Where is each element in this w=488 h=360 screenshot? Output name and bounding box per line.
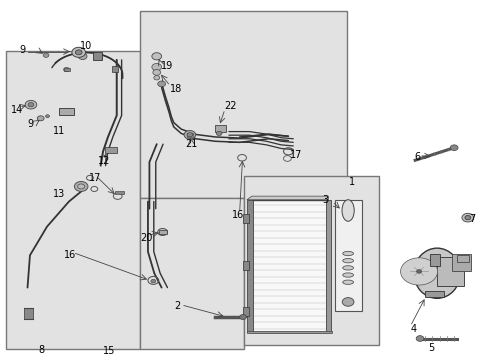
Bar (243, 261, 248, 270)
Bar (93, 52, 102, 60)
Circle shape (409, 265, 427, 278)
Circle shape (153, 69, 160, 75)
Circle shape (75, 50, 82, 55)
Text: 11: 11 (53, 126, 65, 135)
Circle shape (152, 63, 161, 71)
Bar (243, 307, 248, 316)
Ellipse shape (341, 200, 353, 221)
Bar (115, 192, 124, 194)
Circle shape (78, 53, 87, 59)
Circle shape (78, 184, 84, 189)
Text: 19: 19 (160, 61, 173, 71)
Text: 3: 3 (322, 195, 328, 205)
Circle shape (415, 336, 423, 341)
Text: 10: 10 (80, 41, 92, 50)
Ellipse shape (342, 251, 353, 256)
Bar (104, 147, 117, 153)
Text: 12: 12 (98, 156, 110, 166)
Bar (451, 253, 470, 271)
Circle shape (405, 261, 432, 282)
Bar (246, 330, 331, 333)
Text: 2: 2 (173, 301, 180, 311)
Text: 22: 22 (224, 101, 236, 111)
Ellipse shape (413, 248, 459, 298)
Circle shape (216, 131, 222, 135)
Bar (64, 68, 70, 71)
Bar (326, 200, 330, 332)
Circle shape (186, 133, 192, 137)
Text: 1: 1 (348, 177, 354, 187)
Circle shape (74, 181, 88, 192)
Circle shape (183, 131, 195, 139)
Circle shape (400, 258, 437, 285)
Bar (140, 12, 346, 198)
Text: 9: 9 (27, 120, 34, 129)
Circle shape (152, 53, 161, 60)
Circle shape (43, 53, 49, 57)
Bar (5, 51, 140, 348)
Text: 14: 14 (11, 105, 23, 115)
Text: 7: 7 (468, 214, 474, 224)
Ellipse shape (342, 273, 353, 277)
Bar (246, 200, 253, 332)
Text: 9: 9 (19, 45, 25, 55)
Circle shape (63, 67, 69, 72)
Ellipse shape (342, 280, 353, 284)
Bar (429, 253, 439, 266)
Text: 20: 20 (141, 233, 153, 243)
Ellipse shape (342, 258, 353, 263)
Circle shape (151, 279, 156, 283)
Bar (186, 133, 192, 137)
Bar (215, 125, 225, 132)
Bar (456, 255, 468, 262)
Circle shape (28, 103, 34, 107)
Circle shape (342, 298, 353, 306)
Circle shape (45, 115, 49, 118)
Bar (436, 257, 463, 286)
Circle shape (449, 145, 457, 150)
Text: 8: 8 (39, 345, 45, 355)
Text: 18: 18 (170, 84, 182, 94)
Bar (24, 309, 33, 319)
Ellipse shape (342, 266, 353, 270)
Text: 13: 13 (53, 189, 65, 199)
Circle shape (154, 76, 159, 80)
Circle shape (413, 268, 423, 275)
Circle shape (72, 47, 85, 57)
Text: 5: 5 (427, 343, 434, 353)
Circle shape (158, 228, 167, 235)
Circle shape (25, 100, 37, 109)
Bar (112, 66, 118, 72)
Text: 4: 4 (409, 324, 416, 334)
Circle shape (416, 270, 421, 273)
Bar (424, 291, 444, 297)
Bar (251, 200, 327, 332)
Text: 15: 15 (103, 346, 115, 356)
Circle shape (158, 81, 165, 87)
Text: 16: 16 (232, 210, 244, 220)
Circle shape (37, 116, 44, 121)
Bar (59, 108, 74, 116)
Polygon shape (246, 196, 328, 200)
Text: 16: 16 (64, 249, 76, 260)
Circle shape (239, 315, 246, 319)
Bar (159, 230, 166, 234)
Text: 17: 17 (89, 173, 102, 183)
Circle shape (464, 216, 470, 220)
Bar (334, 200, 361, 311)
Text: 21: 21 (184, 139, 197, 149)
Bar (140, 198, 244, 348)
Circle shape (461, 213, 473, 222)
Text: 17: 17 (289, 150, 302, 160)
Text: 6: 6 (413, 152, 420, 162)
Bar (243, 214, 248, 223)
Bar (244, 176, 378, 345)
